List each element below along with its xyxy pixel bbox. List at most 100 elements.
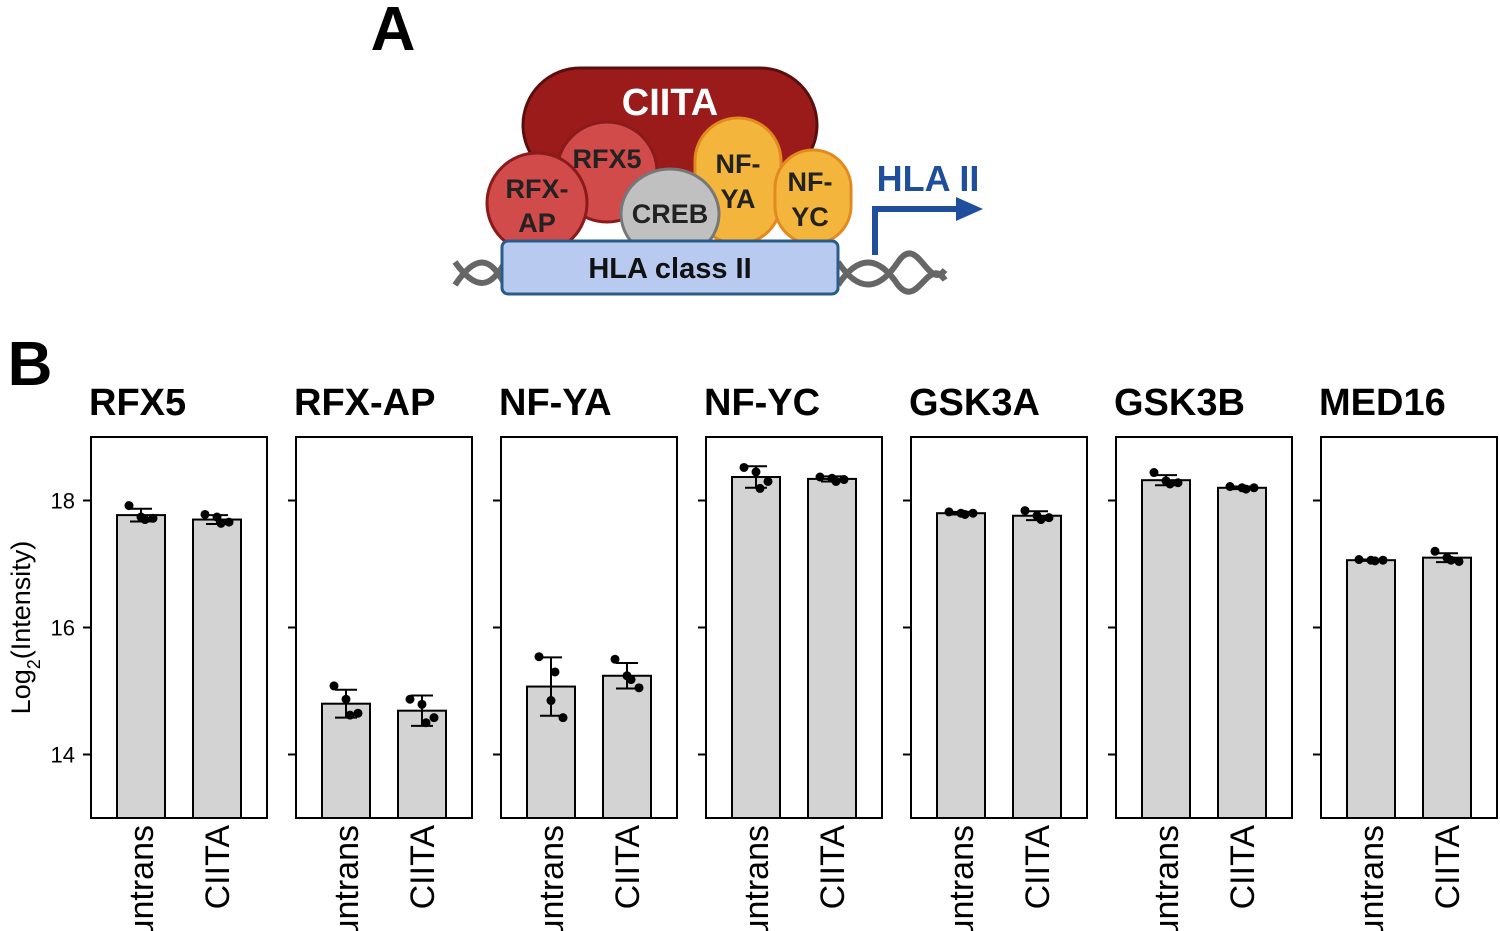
chart-title: RFX-AP [294,382,435,424]
x-tick-label: CIITA [199,825,237,910]
x-tick-label: untrans [738,825,776,931]
replicate-point [550,667,560,677]
x-tick-label: untrans [328,825,366,931]
plot-frame [1115,436,1293,819]
arrow [872,206,958,255]
replicate-point [200,509,210,519]
replicate-point [739,462,749,472]
replicate-point [831,476,841,486]
replicate-point [1370,556,1380,566]
replicate-point [755,483,765,493]
bar [321,702,371,820]
promoter-shape [500,239,840,296]
chart-title: RFX5 [89,382,186,424]
replicate-point [329,681,339,691]
replicate-point [1044,513,1054,523]
bar [602,674,652,820]
factor-label: AP [518,208,556,238]
x-tick-label: CIITA [1019,825,1057,910]
bar [1422,556,1472,820]
replicate-point [610,654,620,664]
replicate-point [626,675,636,685]
arrow-head [956,197,983,221]
bar [1012,514,1062,819]
replicate-point [417,699,427,709]
panel-label: A [371,0,416,64]
replicate-point [1173,478,1183,488]
bar [192,518,242,819]
bar [731,476,781,819]
y-tick-label: 18 [51,489,75,514]
replicate-point [405,694,415,704]
replicate-point [558,713,568,723]
replicate-point [1378,555,1388,565]
y-tick-label: 16 [51,616,75,641]
plot-frame [705,436,883,819]
replicate-point [1249,483,1259,493]
replicate-point [1036,515,1046,525]
diagram: CIITA RFX5 RFX- AP CREB NF- YA NF- YC HL… [452,66,983,296]
replicate-point [1354,555,1364,565]
bar [1141,479,1191,819]
bar [807,477,857,819]
y-tick-label: 14 [51,743,75,768]
x-tick-label: CIITA [814,825,852,910]
bar [116,514,166,819]
replicate-point [1020,506,1030,516]
promoter-label: HLA class II [588,253,751,285]
replicate-point [421,718,431,728]
replicate-point [546,696,556,706]
chart-title: MED16 [1319,382,1446,424]
factor-label: NF- [716,149,761,179]
replicate-point [1225,482,1235,492]
replicate-point [1446,555,1456,565]
replicate-point [968,508,978,518]
dna [452,250,948,295]
x-tick-label: CIITA [1224,825,1262,910]
plot-frame [90,436,268,819]
chart-title: NF-YC [704,382,820,424]
x-tick-label: untrans [533,825,571,931]
chart-title: GSK3A [909,382,1040,424]
replicate-point [124,501,134,511]
plot-frame [295,436,473,819]
replicate-point [1149,468,1159,478]
replicate-point [1165,479,1175,489]
plot-frame [910,436,1088,819]
x-tick-label: CIITA [404,825,442,910]
plot-frame [500,436,678,819]
replicate-point [634,683,644,693]
y-axis-label-part: (Intensity) [6,541,36,660]
replicate-point [345,710,355,720]
replicate-point [751,467,761,477]
bar [936,512,986,819]
factor-label: RFX5 [572,144,641,174]
replicate-point [839,475,849,485]
y-axis-label: Log2(Intensity) [6,541,44,715]
replicate-point [1241,484,1251,494]
replicate-point [353,708,363,718]
replicate-point [815,472,825,482]
x-tick-label: untrans [943,825,981,931]
x-tick-label: untrans [1148,825,1186,931]
output-label: HLA II [877,158,980,199]
complex-label: CIITA [622,82,718,124]
chart-title: GSK3B [1114,382,1245,424]
chart-title: NF-YA [499,382,612,424]
x-tick-label: CIITA [1429,825,1467,910]
replicate-point [1430,546,1440,556]
factor-label: RFX- [506,174,569,204]
replicate-point [1454,556,1464,566]
replicate-point [429,713,439,723]
bar [1217,486,1267,819]
replicate-point [960,509,970,519]
replicate-point [341,694,351,704]
plot-frame [1320,436,1498,819]
factor-label: YA [720,184,755,214]
panel-label: B [8,330,53,399]
x-tick-label: untrans [123,825,161,931]
y-axis-label-part: 2 [24,659,44,669]
factor-label: CREB [632,199,709,229]
